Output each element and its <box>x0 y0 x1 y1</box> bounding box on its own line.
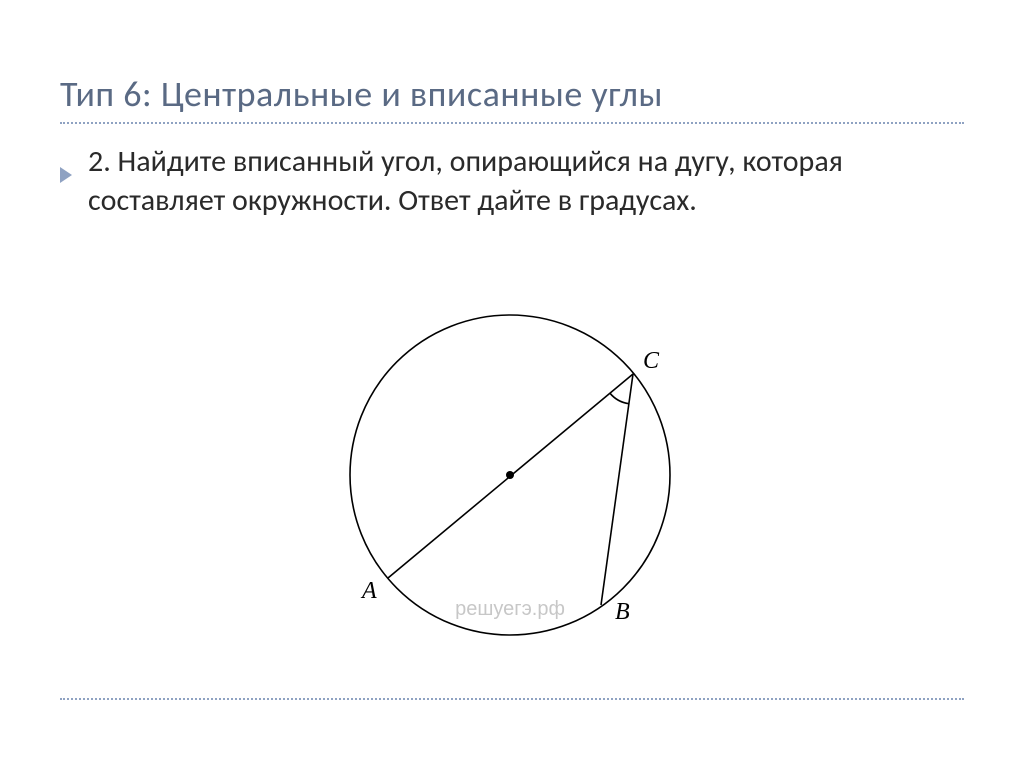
play-icon <box>60 154 74 193</box>
svg-text:решуегэ.рф: решуегэ.рф <box>455 598 565 620</box>
body-text-block: 2. Найдите вписанный угол, опирающийся н… <box>60 142 960 220</box>
bullet-text: 2. Найдите вписанный угол, опирающийся н… <box>88 142 960 220</box>
svg-text:C: C <box>643 348 660 374</box>
svg-text:B: B <box>615 599 630 625</box>
bullet-item: 2. Найдите вписанный угол, опирающийся н… <box>60 142 960 220</box>
slide: Тип 6: Центральные и вписанные углы 2. Н… <box>0 0 1024 767</box>
divider-bottom <box>60 698 964 700</box>
divider-top <box>60 122 964 124</box>
svg-text:A: A <box>360 578 377 604</box>
geometry-figure: A B Cрешуегэ.рф <box>300 285 720 665</box>
slide-title: Тип 6: Центральные и вписанные углы <box>60 72 663 116</box>
